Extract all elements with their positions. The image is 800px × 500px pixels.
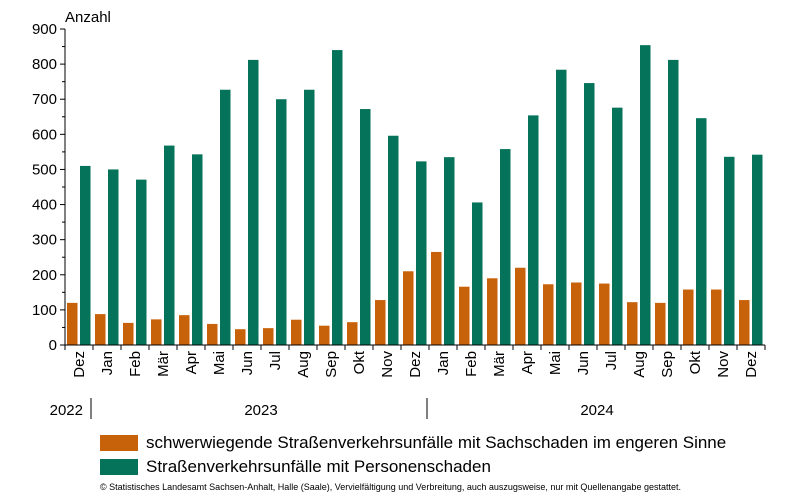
bar-sachschaden-6: [235, 329, 246, 345]
x-tick-label-10: Okt: [351, 350, 368, 374]
bar-sachschaden-17: [543, 284, 554, 345]
bar-personenschaden-0: [80, 165, 91, 345]
y-tick-label-300: 300: [32, 232, 57, 249]
x-tick-label-1: Jan: [99, 351, 116, 375]
legend-label-sachschaden: schwerwiegende Straßenverkehrsunfälle mi…: [146, 433, 727, 452]
bar-personenschaden-3: [164, 145, 175, 345]
x-tick-label-18: Jun: [575, 351, 592, 375]
legend-item-personenschaden: Straßenverkehrsunfälle mit Personenschad…: [100, 457, 491, 477]
bar-personenschaden-24: [752, 154, 763, 345]
bar-sachschaden-10: [347, 322, 358, 345]
y-tick-label-600: 600: [32, 126, 57, 143]
bar-personenschaden-15: [500, 149, 511, 345]
bar-sachschaden-7: [263, 328, 274, 345]
bar-sachschaden-8: [291, 319, 302, 345]
bar-sachschaden-3: [151, 319, 162, 345]
bar-personenschaden-5: [220, 89, 231, 346]
bar-sachschaden-22: [683, 289, 694, 345]
x-tick-label-12: Dez: [407, 351, 424, 378]
bar-sachschaden-0: [67, 302, 78, 345]
bar-personenschaden-12: [416, 161, 427, 345]
y-tick-label-200: 200: [32, 267, 57, 284]
x-tick-label-24: Dez: [743, 351, 760, 378]
x-tick-label-14: Feb: [463, 351, 480, 377]
legend-item-sachschaden: schwerwiegende Straßenverkehrsunfälle mi…: [100, 433, 726, 453]
year-label-2024: 2024: [580, 402, 613, 419]
bar-sachschaden-13: [431, 251, 442, 345]
bar-personenschaden-6: [248, 59, 259, 346]
x-tick-label-9: Sep: [323, 351, 340, 378]
bar-sachschaden-24: [739, 300, 750, 345]
bar-personenschaden-23: [724, 156, 735, 345]
x-tick-label-4: Apr: [183, 351, 200, 374]
bar-personenschaden-8: [304, 89, 315, 346]
x-tick-label-8: Aug: [295, 351, 312, 378]
legend-swatch-personenschaden: [100, 459, 138, 475]
bar-sachschaden-5: [207, 323, 218, 345]
bar-sachschaden-2: [123, 322, 134, 345]
bar-sachschaden-19: [599, 283, 610, 345]
x-tick-label-11: Nov: [379, 351, 396, 378]
bar-personenschaden-7: [276, 99, 287, 345]
bar-sachschaden-1: [95, 314, 106, 345]
x-tick-label-6: Jun: [239, 351, 256, 375]
bar-personenschaden-1: [108, 169, 119, 345]
x-tick-label-23: Nov: [715, 351, 732, 378]
bar-personenschaden-14: [472, 202, 483, 345]
bar-sachschaden-23: [711, 289, 722, 345]
x-tick-label-21: Sep: [659, 351, 676, 378]
x-tick-label-19: Jul: [603, 351, 620, 370]
bar-personenschaden-20: [640, 45, 651, 345]
copyright-footer: © Statistisches Landesamt Sachsen-Anhalt…: [100, 482, 681, 492]
year-label-2023: 2023: [244, 402, 277, 419]
x-tick-label-3: Mär: [155, 351, 172, 377]
x-tick-label-22: Okt: [687, 350, 704, 374]
bar-personenschaden-19: [612, 107, 623, 345]
bar-sachschaden-20: [627, 302, 638, 345]
bar-sachschaden-11: [375, 300, 386, 345]
x-tick-label-5: Mai: [211, 351, 228, 375]
y-tick-label-500: 500: [32, 161, 57, 178]
bar-personenschaden-9: [332, 50, 343, 346]
bar-personenschaden-18: [584, 83, 595, 346]
bar-sachschaden-14: [459, 286, 470, 345]
bar-sachschaden-16: [515, 267, 526, 345]
x-tick-label-7: Jul: [267, 351, 284, 370]
bar-personenschaden-16: [528, 115, 539, 345]
bar-personenschaden-10: [360, 109, 371, 345]
bar-personenschaden-11: [388, 135, 399, 345]
bar-personenschaden-2: [136, 179, 147, 345]
year-label-2022: 2022: [50, 402, 83, 419]
bar-personenschaden-17: [556, 69, 567, 346]
x-tick-label-15: Mär: [491, 351, 508, 377]
x-tick-label-17: Mai: [547, 351, 564, 375]
bar-sachschaden-21: [655, 302, 666, 345]
bar-sachschaden-12: [403, 271, 414, 345]
bar-sachschaden-18: [571, 282, 582, 345]
y-tick-label-700: 700: [32, 91, 57, 108]
x-tick-label-20: Aug: [631, 351, 648, 378]
bar-personenschaden-22: [696, 118, 707, 345]
bar-chart: 0 100 200 300 400 500 600 700 800 900 Anzahl Dez Jan…: [32, 9, 766, 419]
bar-personenschaden-13: [444, 157, 455, 345]
bar-sachschaden-15: [487, 278, 498, 345]
y-tick-label-0: 0: [49, 337, 57, 354]
y-axis-label: Anzahl: [65, 9, 111, 26]
x-tick-label-0: Dez: [71, 351, 88, 378]
bar-sachschaden-9: [319, 325, 330, 345]
x-tick-label-13: Jan: [435, 351, 452, 375]
bar-personenschaden-21: [668, 59, 679, 346]
y-tick-label-900: 900: [32, 21, 57, 38]
legend-label-personenschaden: Straßenverkehrsunfälle mit Personenschad…: [146, 457, 491, 476]
legend-swatch-sachschaden: [100, 435, 138, 451]
y-tick-label-100: 100: [32, 302, 57, 319]
y-tick-label-800: 800: [32, 56, 57, 73]
x-tick-label-16: Apr: [519, 351, 536, 374]
bar-sachschaden-4: [179, 315, 190, 345]
x-tick-label-2: Feb: [127, 351, 144, 377]
bar-personenschaden-4: [192, 154, 203, 345]
y-tick-label-400: 400: [32, 197, 57, 214]
